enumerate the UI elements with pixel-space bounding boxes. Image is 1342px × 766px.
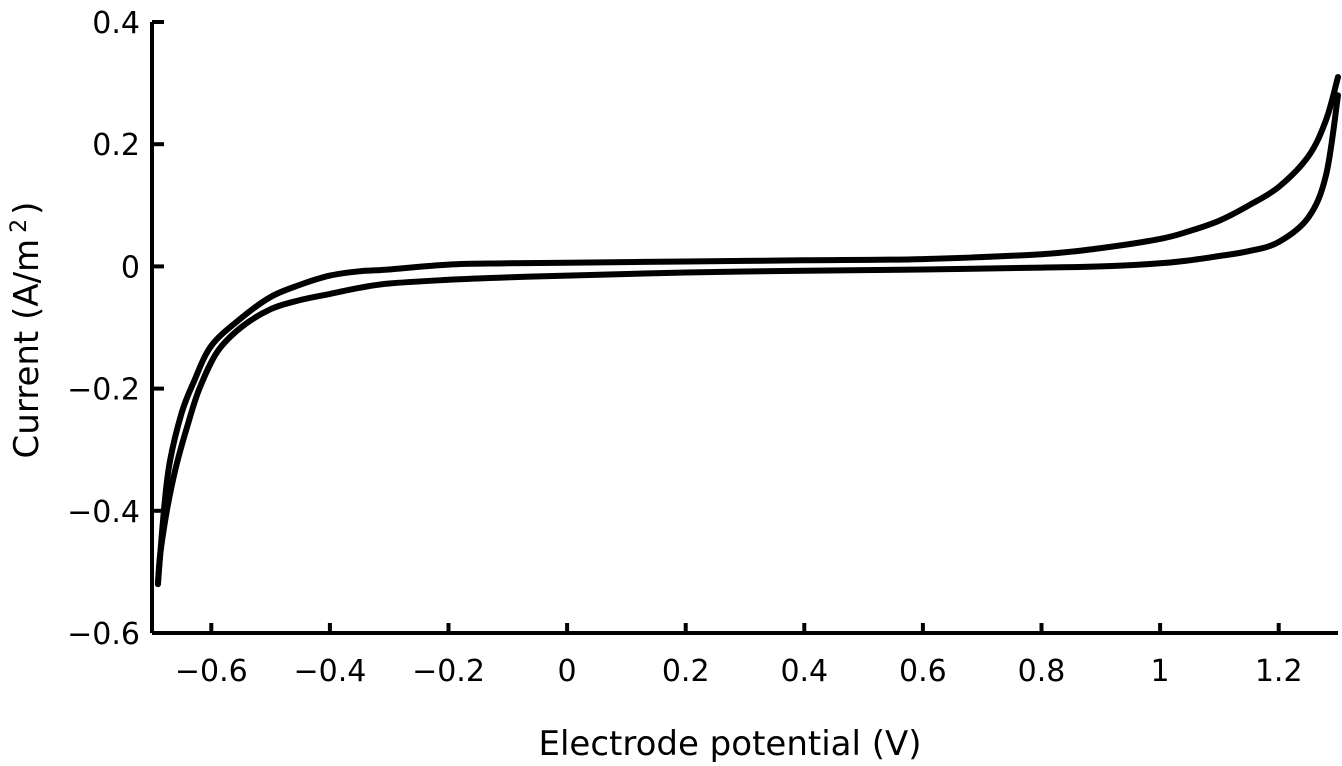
x-tick-label: 1.2 [1255, 654, 1303, 689]
x-tick-label: −0.4 [293, 654, 366, 689]
y-tick-label: −0.4 [67, 495, 140, 530]
x-tick-label: −0.6 [175, 654, 248, 689]
y-tick-label: −0.2 [67, 373, 140, 408]
x-tick-label: 0.2 [662, 654, 710, 689]
x-axis-title: Electrode potential (V) [538, 724, 921, 764]
y-tick-label: −0.6 [67, 617, 140, 652]
y-tick-label: 0.2 [92, 128, 140, 163]
x-ticks-group: −0.6 −0.4 −0.2 0 0.2 0.4 0.6 0.8 1 1.2 [175, 623, 1303, 689]
y-tick-label: 0.4 [92, 6, 140, 41]
series-line-lower-branch [154, 92, 1341, 588]
y-ticks-group: 0.4 0.2 0 −0.2 −0.4 −0.6 [67, 6, 164, 652]
x-tick-label: 0.8 [1018, 654, 1066, 689]
x-tick-label: −0.2 [412, 654, 485, 689]
y-axis-title: Current (A/m 2) [7, 202, 47, 459]
x-tick-label: 0.4 [780, 654, 828, 689]
x-tick-label: 0.6 [899, 654, 947, 689]
y-axis-title-superscript: 2 [7, 219, 32, 233]
y-tick-label: 0 [121, 250, 140, 285]
x-tick-label: 0 [558, 654, 577, 689]
y-axis-title-close: ) [7, 202, 47, 215]
series-line-upper-branch [154, 74, 1341, 588]
curves-group [154, 74, 1341, 588]
x-tick-label: 1 [1151, 654, 1170, 689]
y-axis-title-main: Current (A/m [7, 239, 47, 459]
